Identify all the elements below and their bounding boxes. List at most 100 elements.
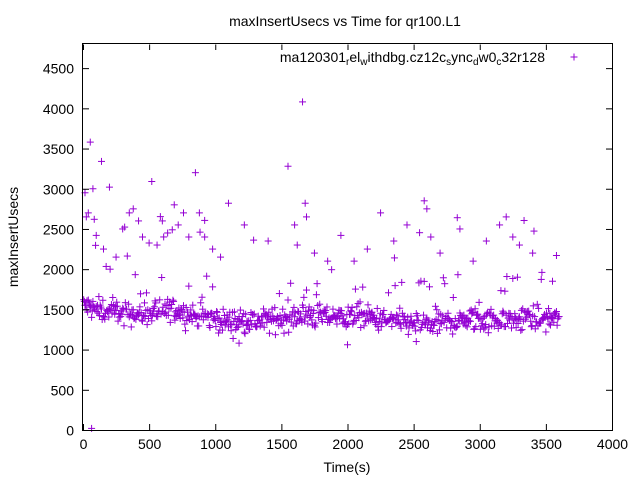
data-point <box>143 321 151 329</box>
x-tick-label: 2500 <box>399 436 430 452</box>
y-tick-label: 1500 <box>43 302 74 318</box>
data-point <box>279 305 287 313</box>
y-tick-label: 3000 <box>43 181 74 197</box>
data-point-outlier <box>469 257 477 265</box>
data-point <box>206 324 214 332</box>
data-point <box>380 306 388 314</box>
data-point <box>348 304 356 312</box>
data-point-outlier <box>209 245 217 253</box>
data-point <box>444 309 452 317</box>
data-point <box>313 280 321 288</box>
data-point-outlier <box>427 233 435 241</box>
data-point <box>182 303 190 311</box>
data-point <box>148 311 156 319</box>
data-point <box>499 307 507 315</box>
data-point <box>390 315 398 323</box>
data-point <box>241 330 249 338</box>
data-point <box>140 311 148 319</box>
data-point <box>474 310 482 318</box>
data-point <box>328 266 336 274</box>
data-point <box>398 278 406 286</box>
data-point-outlier <box>310 249 318 257</box>
data-point <box>384 289 392 297</box>
data-point-outlier <box>148 178 156 186</box>
data-point <box>355 314 363 322</box>
data-point <box>555 313 563 321</box>
data-point <box>503 273 511 281</box>
data-point <box>433 306 441 314</box>
data-point <box>293 320 301 328</box>
x-axis: 0 500 1000 1500 2000 2500 3000 3500 4000 <box>80 44 628 452</box>
data-point <box>509 274 517 282</box>
data-point-outlier <box>291 221 299 229</box>
data-point <box>123 252 131 260</box>
data-point <box>203 272 211 280</box>
data-point <box>265 329 273 337</box>
data-point-outlier <box>284 162 292 170</box>
data-point <box>209 283 217 291</box>
x-tick-label: 3000 <box>465 436 496 452</box>
data-point <box>132 315 140 323</box>
data-point <box>134 309 142 317</box>
x-tick-label: 3500 <box>531 436 562 452</box>
data-point <box>263 318 271 326</box>
data-point <box>248 320 256 328</box>
data-point <box>170 297 178 305</box>
data-point <box>515 314 523 322</box>
data-point <box>429 328 437 336</box>
data-point <box>225 313 233 321</box>
data-point-outlier <box>112 253 120 261</box>
data-point <box>385 316 393 324</box>
data-point-outlier <box>86 138 94 146</box>
data-point <box>152 299 160 307</box>
data-point <box>454 271 462 279</box>
data-point <box>338 307 346 315</box>
data-point <box>278 321 286 329</box>
data-point <box>296 315 304 323</box>
data-point <box>471 305 479 313</box>
data-point <box>309 310 317 318</box>
data-point <box>347 308 355 316</box>
data-point <box>171 316 179 324</box>
data-point <box>487 305 495 313</box>
data-point <box>553 321 561 329</box>
data-point <box>101 315 109 323</box>
data-point <box>125 300 133 308</box>
data-point <box>250 236 258 244</box>
data-point <box>507 313 515 321</box>
data-point-outlier <box>344 341 351 349</box>
data-point-outlier <box>224 199 232 207</box>
data-point-outlier <box>264 237 272 245</box>
data-point <box>394 316 402 324</box>
data-point <box>139 317 147 325</box>
data-point <box>131 271 139 279</box>
data-point <box>466 317 474 325</box>
data-point-outlier <box>529 249 537 257</box>
data-point <box>290 303 298 311</box>
data-point <box>287 318 295 326</box>
data-point-outlier <box>436 249 444 257</box>
data-point-outlier <box>185 233 193 241</box>
data-point <box>420 311 428 319</box>
data-point-outlier <box>164 229 172 237</box>
data-point <box>420 277 428 285</box>
data-point <box>244 321 252 329</box>
data-point <box>353 303 361 311</box>
data-point <box>394 312 402 320</box>
data-point <box>412 327 420 335</box>
data-point <box>195 322 203 330</box>
data-point <box>451 315 459 323</box>
data-point <box>449 293 457 301</box>
data-point <box>299 303 307 311</box>
data-point <box>527 323 535 331</box>
data-point <box>99 296 107 304</box>
data-point-outlier <box>456 225 464 233</box>
data-point <box>528 322 536 330</box>
data-point <box>234 323 242 331</box>
data-point <box>105 305 113 313</box>
x-tick-label: 1500 <box>266 436 297 452</box>
data-point-outlier <box>195 209 203 217</box>
data-point <box>120 322 128 330</box>
y-tick-label: 500 <box>51 382 75 398</box>
